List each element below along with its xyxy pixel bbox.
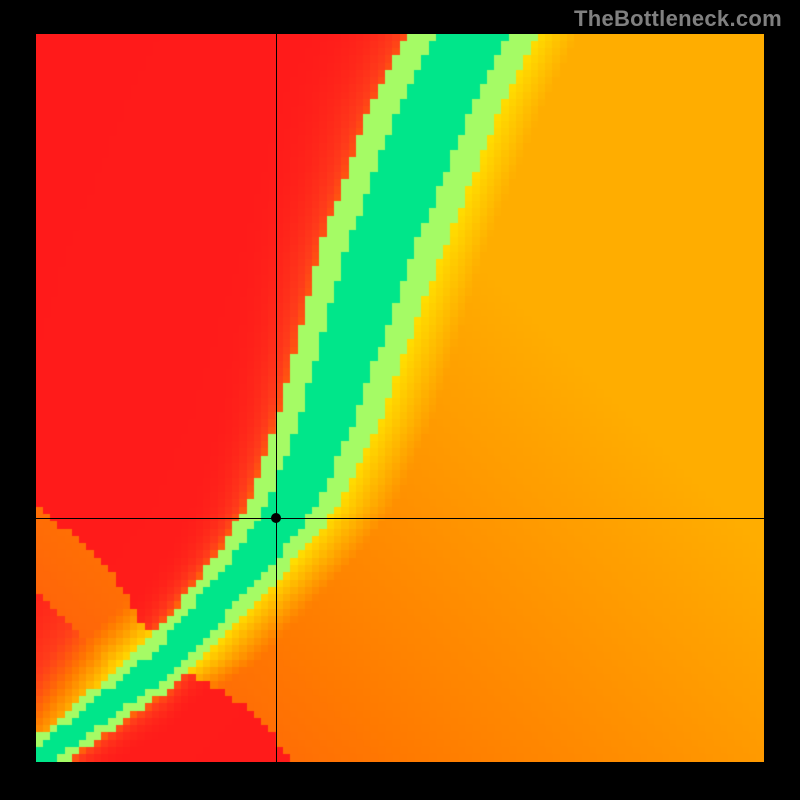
bottleneck-heatmap bbox=[36, 34, 764, 762]
crosshair-marker-dot bbox=[271, 513, 281, 523]
plot-area bbox=[36, 34, 764, 762]
crosshair-vertical bbox=[276, 34, 277, 762]
crosshair-horizontal bbox=[36, 518, 764, 519]
attribution-watermark: TheBottleneck.com bbox=[574, 6, 782, 32]
